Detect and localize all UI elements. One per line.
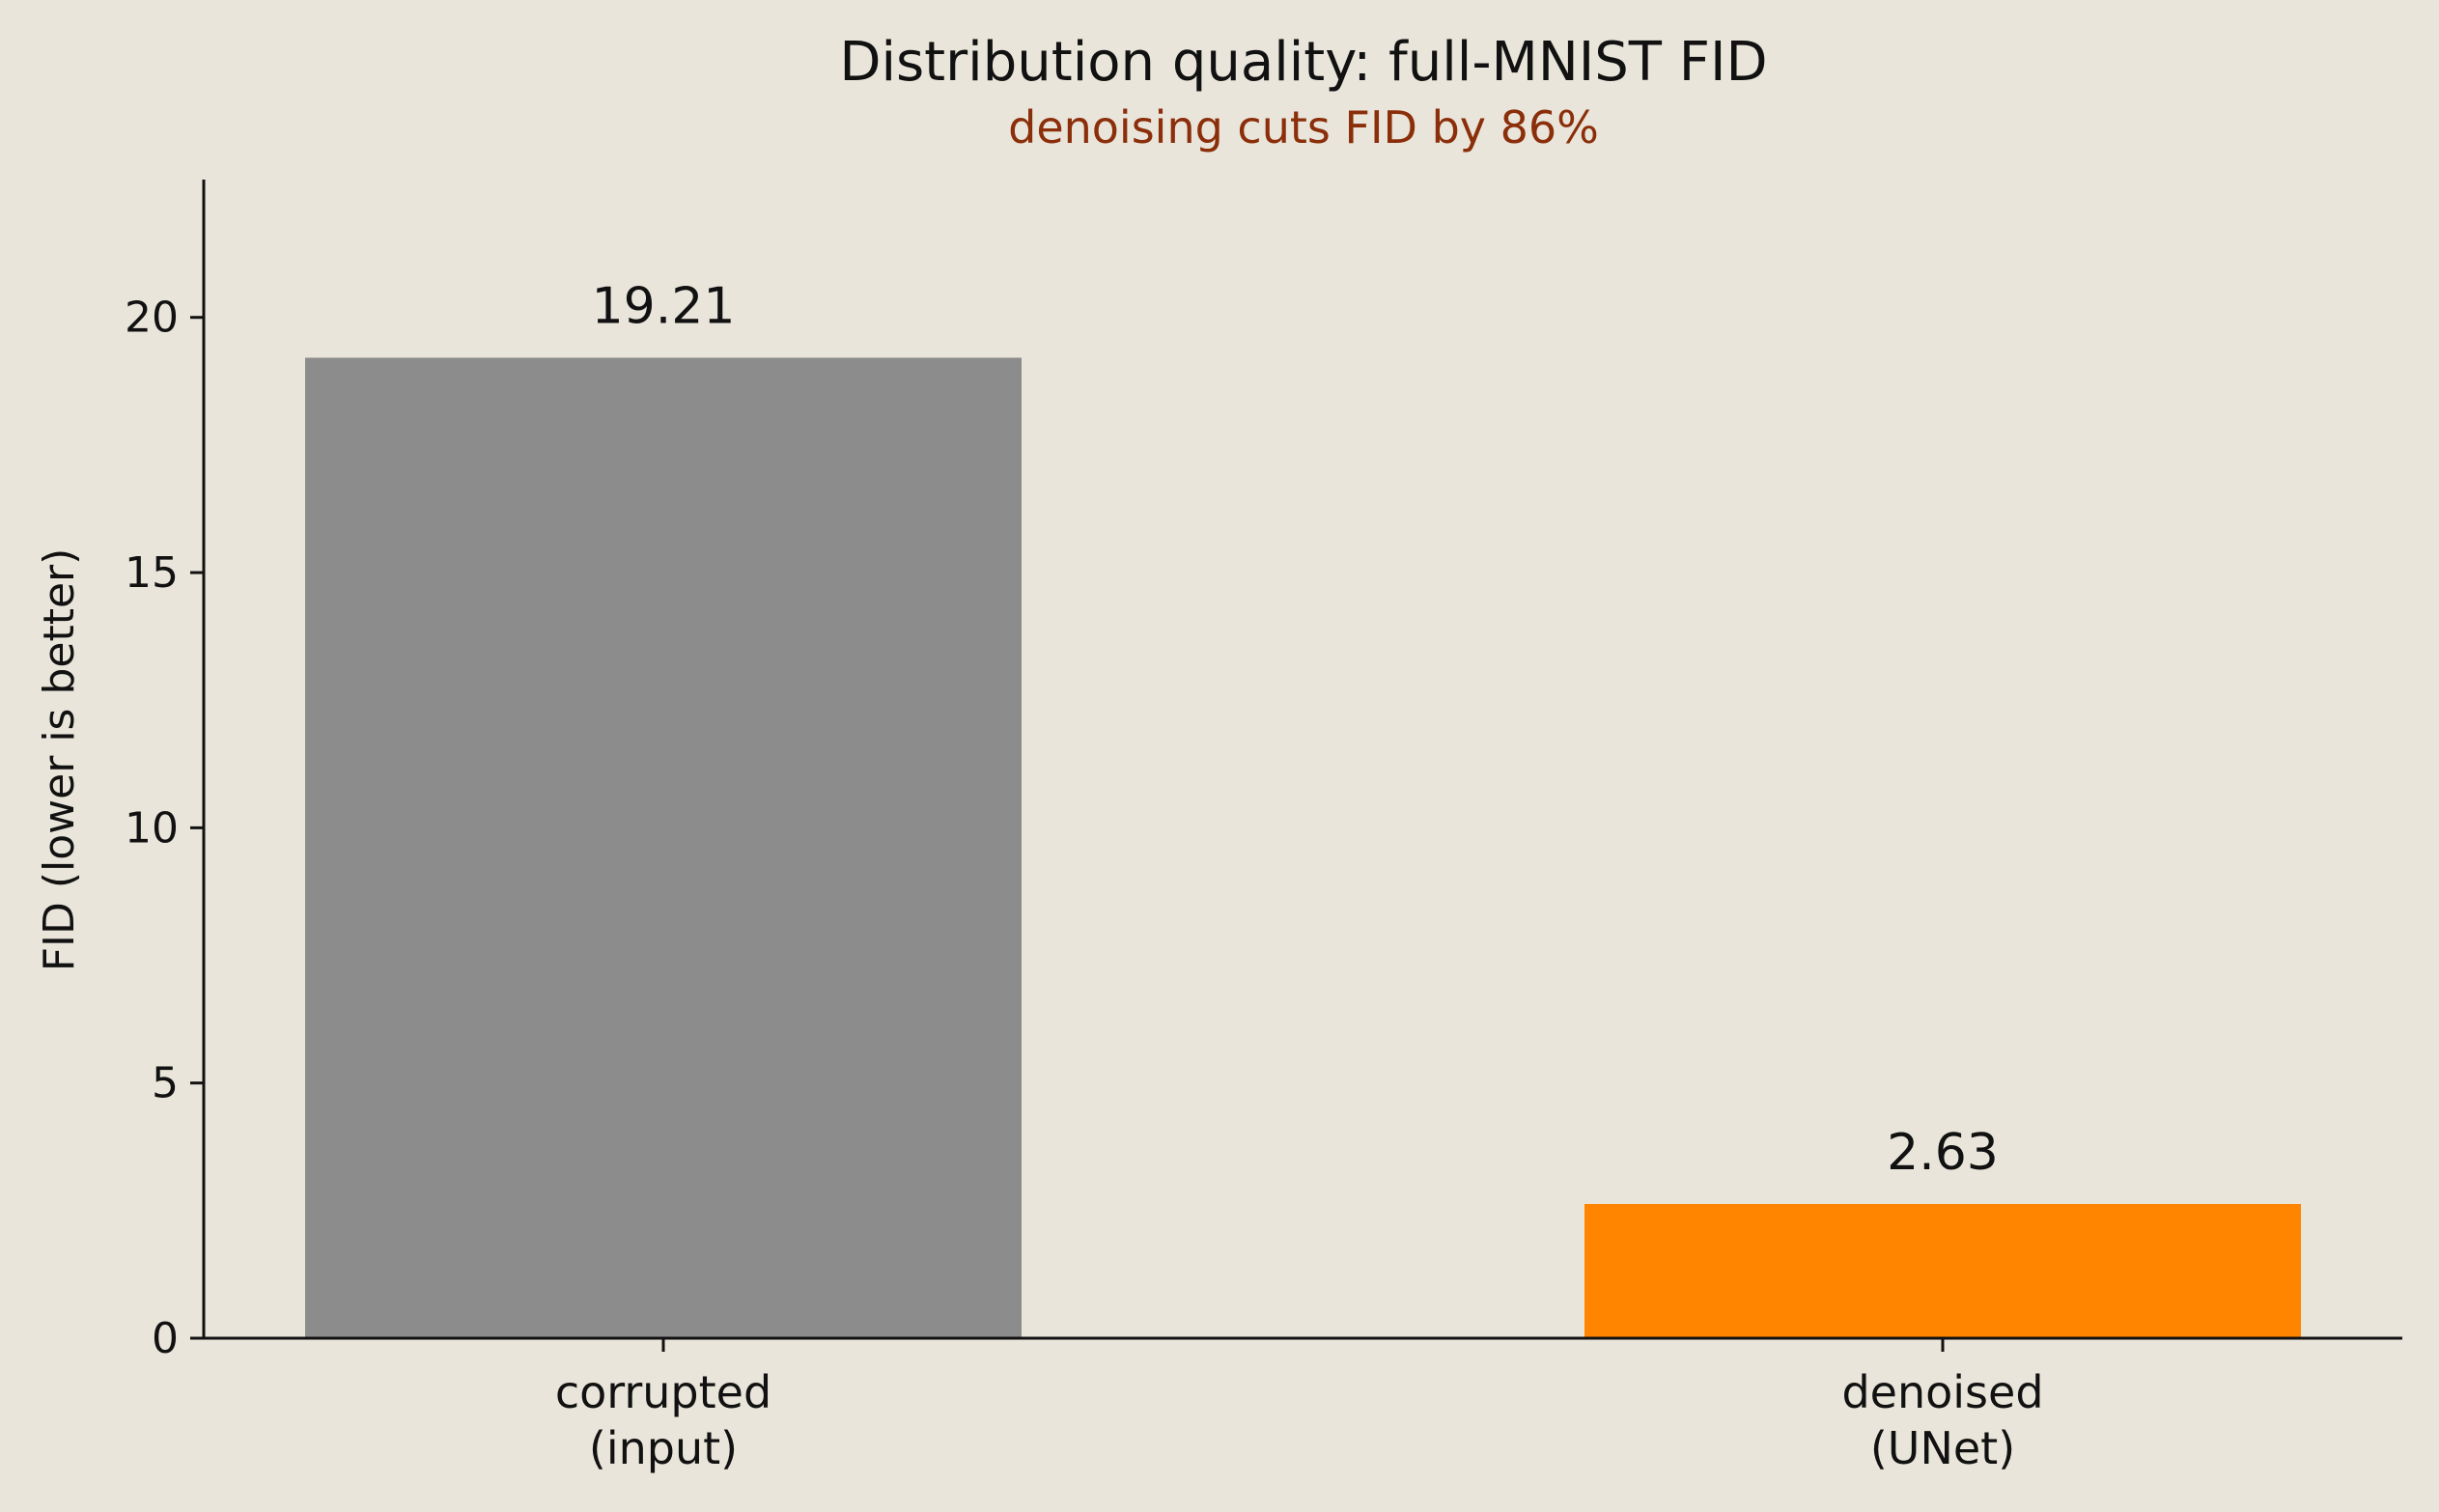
- chart-subtitle: denoising cuts FID by 86%: [1008, 101, 1599, 154]
- y-tick-label-2: 10: [125, 803, 179, 853]
- x-tick-label-1: denoised (UNet): [1841, 1366, 2043, 1474]
- y-axis-label: FID (lower is better): [35, 548, 84, 972]
- value-label-1: 2.63: [1887, 1124, 1999, 1182]
- y-tick-label-4: 20: [125, 294, 179, 343]
- bar-0: [305, 357, 1022, 1338]
- x-tick-label-0: corrupted (input): [555, 1366, 771, 1474]
- plot-area: 19.21 corrupted (input) 2.63 denoised (UNet) 0…: [125, 180, 2402, 1474]
- chart-title: Distribution quality: full-MNIST FID: [839, 31, 1767, 94]
- y-tick-label-3: 15: [125, 548, 179, 598]
- y-tick-label-1: 5: [152, 1059, 179, 1108]
- value-label-0: 19.21: [592, 277, 736, 335]
- y-tick-label-0: 0: [152, 1314, 179, 1363]
- bar-1: [1584, 1203, 2301, 1338]
